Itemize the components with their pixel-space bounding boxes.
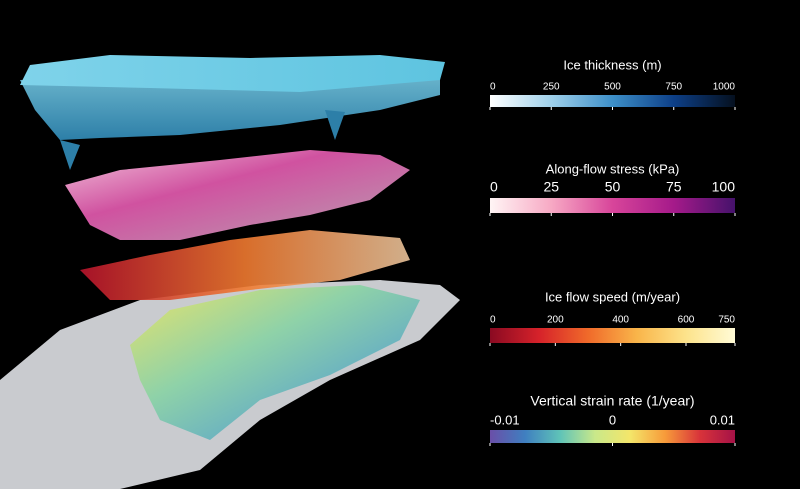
tick-label: 0 (609, 412, 616, 427)
scene-3d (0, 55, 460, 489)
tick-label: 50 (605, 179, 621, 195)
flow-layer (80, 230, 410, 300)
tick-label: 500 (604, 82, 621, 93)
colorbar-title: Vertical strain rate (1/year) (530, 393, 694, 409)
tick-label: 0 (490, 315, 496, 326)
tick-label: -0.01 (490, 412, 520, 427)
colorbar-gradient (490, 328, 735, 343)
colorbars: Ice thickness (m)0 250 500 750 1000Along-flo… (489, 57, 736, 446)
ice-top (20, 55, 445, 92)
stress-layer (65, 150, 410, 240)
tick-label: 0 (490, 179, 498, 195)
tick-label: 25 (543, 179, 559, 195)
tick-label: 250 (543, 82, 560, 93)
tick-label: 75 (666, 179, 682, 195)
colorbar: Along-flow stress (kPa) 0 25 50 75 100 (489, 161, 736, 216)
colorbar-gradient (490, 198, 735, 213)
colorbar: Vertical strain rate (1/year) -0.01 0 0.01 (489, 393, 736, 446)
colorbar: Ice flow speed (m/year) 0 200 400 600 750 (489, 289, 736, 346)
colorbar: Ice thickness (m) 0 250 500 750 1000 (489, 57, 736, 110)
tick-label: 100 (712, 179, 736, 195)
tick-label: 600 (678, 315, 695, 326)
tick-label: 1000 (713, 82, 736, 93)
colorbar-title: Ice thickness (m) (563, 57, 661, 72)
tick-label: 0 (490, 82, 496, 93)
colorbar-gradient (490, 430, 735, 443)
ice-keel (60, 140, 80, 170)
strain-layer (130, 285, 420, 440)
tick-label: 400 (612, 315, 629, 326)
colorbar-gradient (490, 95, 735, 107)
ice-keel (325, 110, 345, 140)
colorbar-title: Ice flow speed (m/year) (545, 289, 680, 304)
tick-label: 750 (665, 82, 682, 93)
tick-label: 0.01 (710, 412, 735, 427)
tick-label: 750 (718, 315, 735, 326)
colorbar-title: Along-flow stress (kPa) (546, 161, 680, 176)
tick-label: 200 (547, 315, 564, 326)
